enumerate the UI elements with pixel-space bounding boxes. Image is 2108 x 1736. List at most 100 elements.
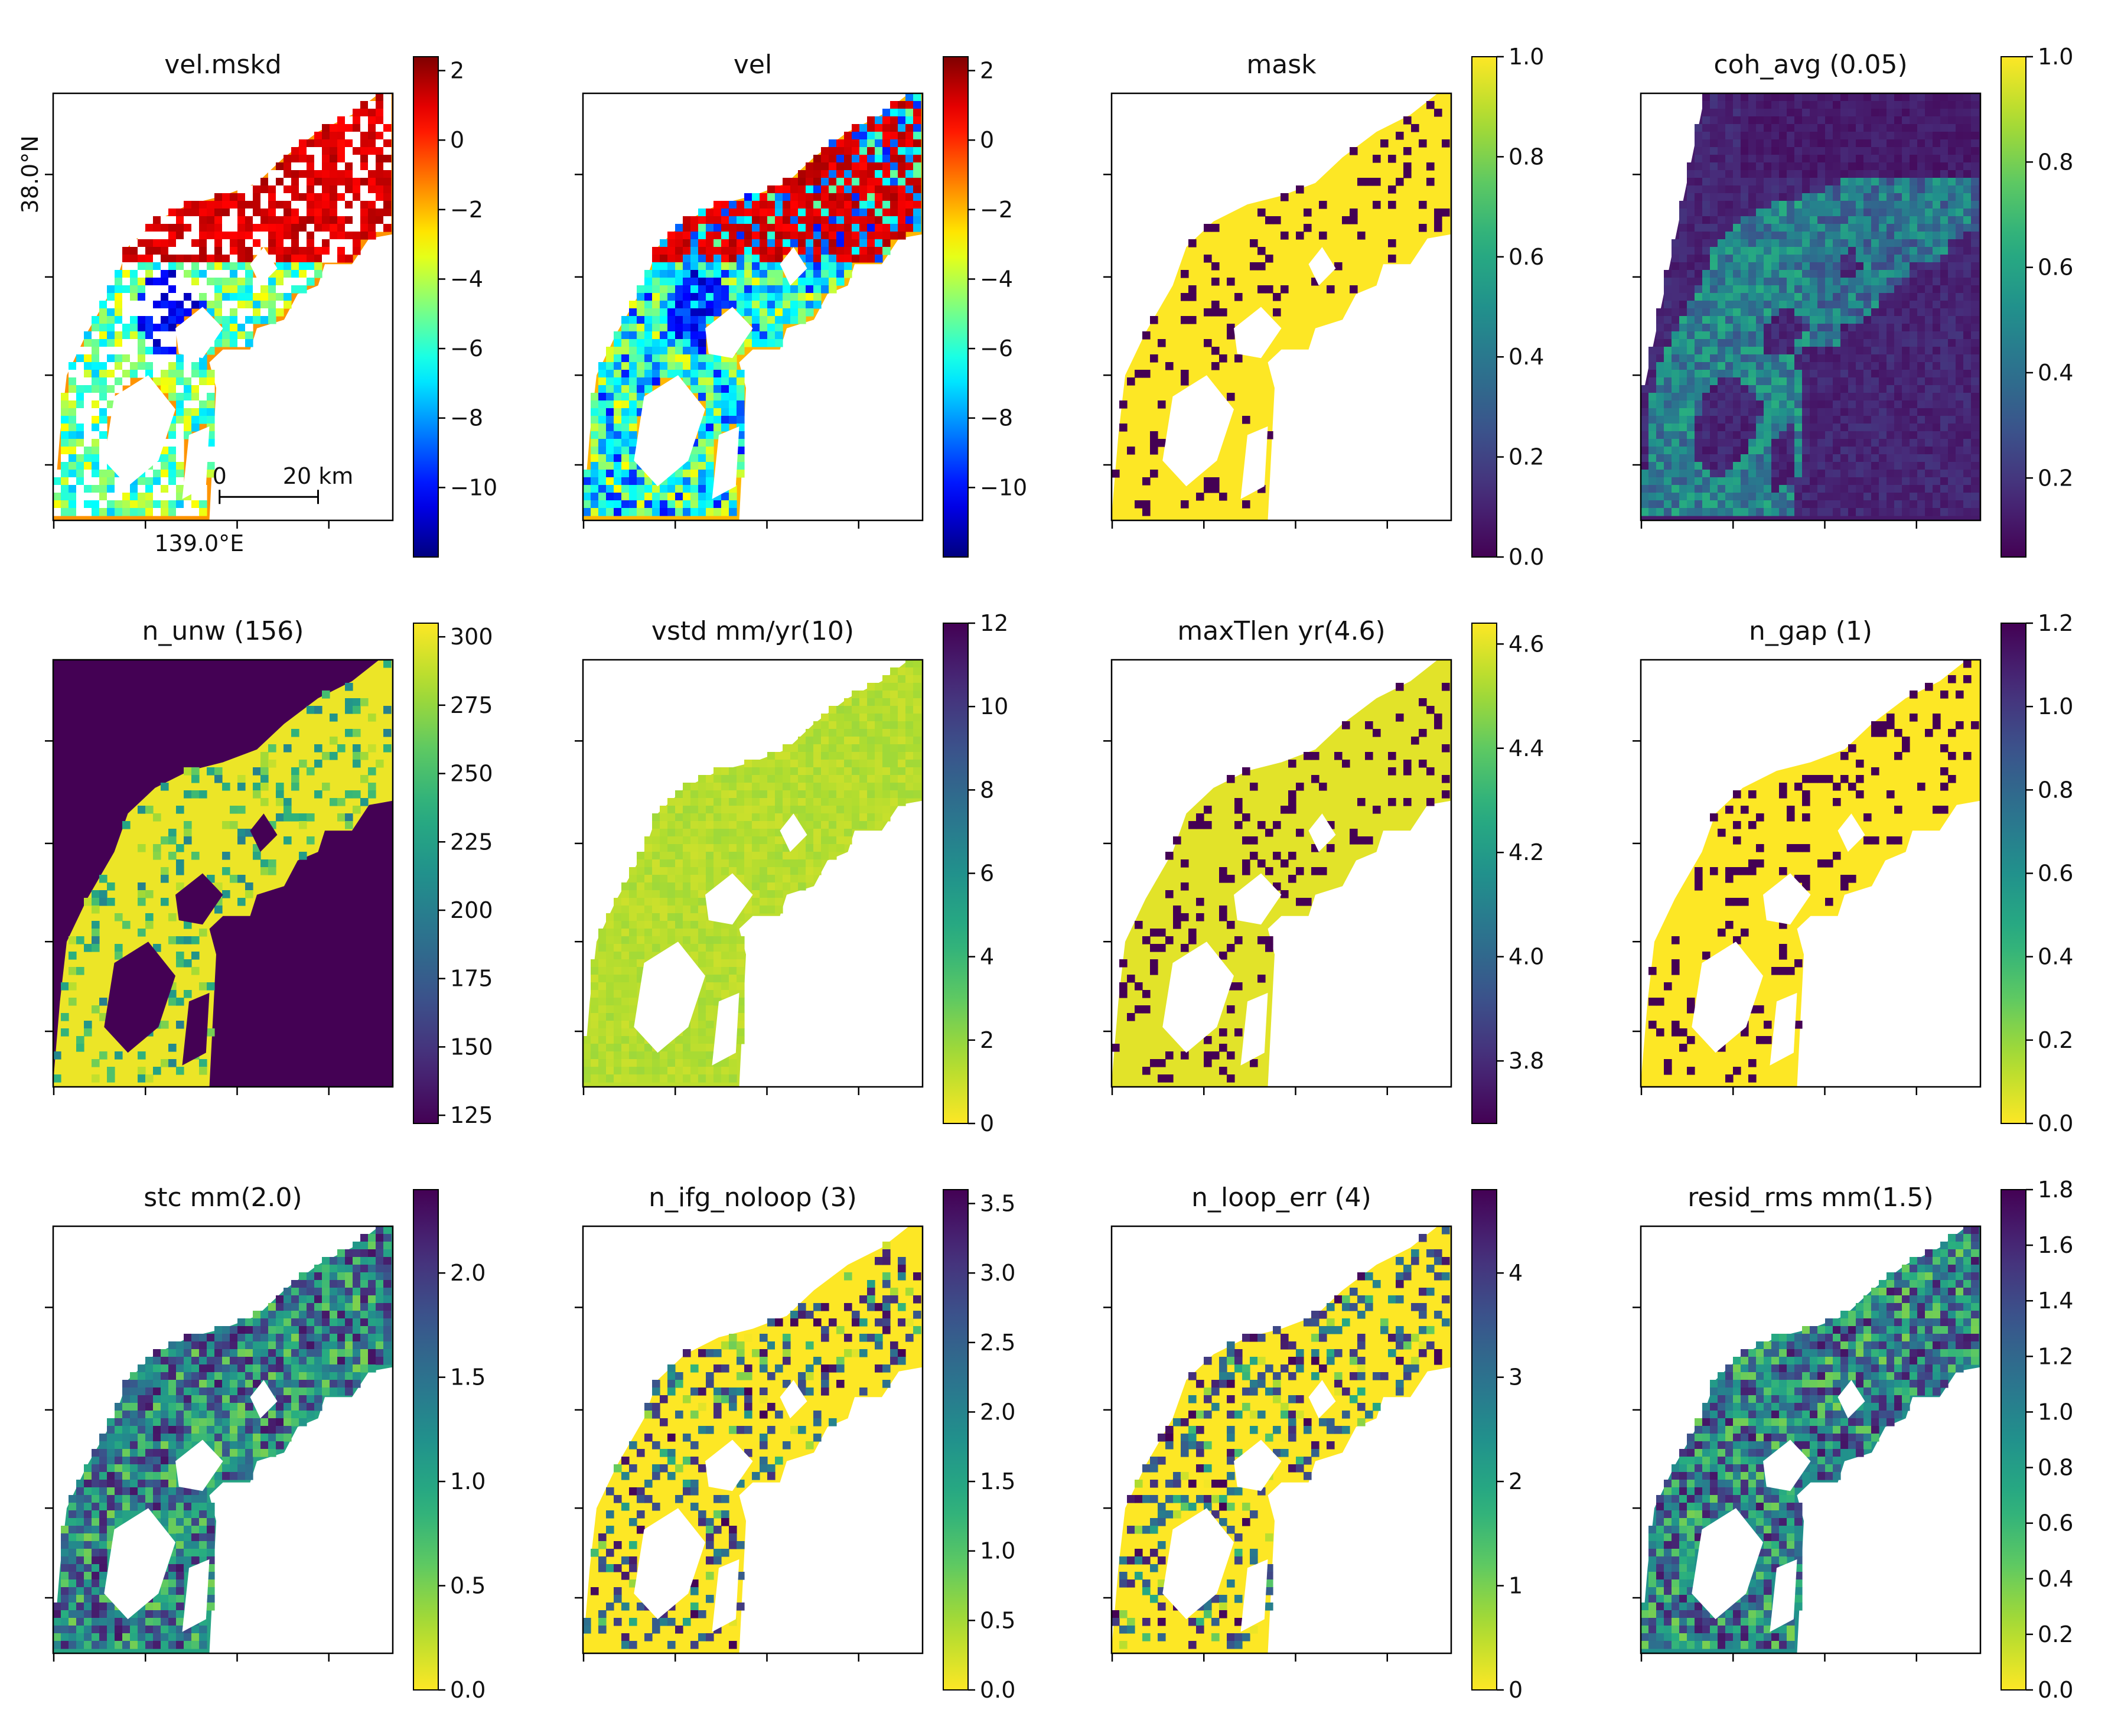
raster-cell	[1741, 462, 1749, 470]
raster-cell	[1718, 93, 1726, 102]
raster-cell	[1833, 155, 1841, 163]
raster-cell	[1741, 477, 1749, 486]
panel-title: vel.mskd	[164, 50, 282, 80]
raster-cell	[1948, 500, 1956, 509]
raster-cell	[583, 1036, 591, 1044]
colorbar-tick-label: 150	[450, 1034, 493, 1060]
raster-cell	[1825, 477, 1833, 486]
raster-cell	[859, 255, 868, 263]
raster-cell	[1771, 324, 1780, 332]
raster-cell	[1702, 347, 1710, 355]
raster-cell	[84, 408, 92, 416]
raster-cell	[1748, 278, 1757, 286]
raster-cell	[1863, 370, 1872, 378]
raster-cell	[161, 783, 169, 791]
raster-cell	[1764, 201, 1772, 209]
raster-cell	[1848, 431, 1856, 439]
raster-cell	[652, 354, 660, 363]
raster-cell	[752, 331, 760, 340]
raster-cell	[1679, 400, 1687, 409]
raster-cell	[859, 193, 868, 201]
raster-cell	[337, 185, 346, 194]
raster-cell	[1764, 500, 1772, 509]
raster-cell	[130, 301, 138, 309]
raster-cell	[299, 232, 307, 240]
raster-cell	[598, 493, 607, 501]
raster-cell	[1771, 470, 1780, 478]
raster-cell	[875, 193, 883, 201]
raster-cell	[176, 255, 184, 263]
raster-cell	[1817, 270, 1826, 278]
raster-cell	[852, 147, 860, 155]
raster-cell	[191, 416, 200, 424]
raster-cell	[1741, 178, 1749, 186]
raster-cell	[637, 316, 645, 324]
raster-cell	[107, 898, 115, 906]
raster-cell	[806, 247, 814, 255]
raster-cell	[1925, 508, 1933, 516]
raster-cell	[652, 278, 660, 286]
raster-cell	[1787, 101, 1795, 109]
raster-cell	[1710, 232, 1718, 240]
raster-cell	[1910, 139, 1918, 148]
raster-cell	[1733, 278, 1741, 286]
raster-cell	[1933, 193, 1941, 201]
raster-cell	[1848, 139, 1856, 148]
raster-cell	[890, 116, 898, 125]
raster-cell	[268, 316, 276, 324]
raster-cell	[199, 1059, 207, 1067]
raster-cell	[1787, 209, 1795, 217]
raster-cell	[744, 255, 752, 263]
raster-cell	[913, 101, 921, 109]
raster-cell	[1933, 285, 1941, 294]
raster-cell	[260, 301, 269, 309]
raster-cell	[614, 339, 622, 347]
raster-cell	[1779, 285, 1787, 294]
raster-cell	[1787, 416, 1795, 424]
raster-cell	[122, 308, 131, 317]
raster-cell	[368, 790, 376, 799]
raster-cell	[629, 308, 637, 317]
raster-cell	[882, 209, 891, 217]
raster-cell	[1810, 377, 1818, 386]
raster-cell	[368, 116, 376, 125]
raster-cell	[1687, 324, 1695, 332]
raster-cell	[1810, 439, 1818, 447]
raster-cell	[1948, 132, 1956, 140]
raster-cell	[913, 93, 921, 102]
raster-cell	[1204, 339, 1212, 347]
raster-cell	[1871, 447, 1879, 455]
raster-cell	[1656, 424, 1664, 432]
raster-cell	[1794, 278, 1803, 286]
raster-cell	[1687, 232, 1695, 240]
raster-cell	[84, 385, 92, 393]
raster-cell	[84, 470, 92, 478]
raster-cell	[260, 798, 269, 806]
raster-cell	[322, 691, 330, 699]
raster-cell	[1963, 132, 1972, 140]
raster-cell	[1741, 370, 1749, 378]
raster-cell	[1748, 400, 1757, 409]
raster-cell	[1810, 354, 1818, 363]
raster-cell	[1733, 216, 1741, 224]
raster-cell	[1158, 339, 1166, 347]
raster-cell	[92, 500, 100, 509]
raster-cell	[1725, 278, 1734, 286]
raster-cell	[1764, 232, 1772, 240]
raster-cell	[1879, 239, 1887, 247]
raster-cell	[161, 508, 169, 516]
raster-cell	[138, 255, 146, 263]
raster-cell	[1840, 139, 1849, 148]
raster-cell	[1948, 193, 1956, 201]
raster-cell	[1894, 416, 1902, 424]
raster-cell	[729, 377, 737, 386]
raster-cell	[1963, 93, 1972, 102]
raster-cell	[1702, 493, 1710, 501]
raster-cell	[1879, 109, 1887, 117]
raster-cell	[368, 216, 376, 224]
raster-cell	[1856, 93, 1864, 102]
raster-cell	[1810, 185, 1818, 194]
raster-cell	[191, 262, 200, 271]
raster-cell	[621, 485, 630, 493]
raster-cell	[307, 278, 315, 286]
